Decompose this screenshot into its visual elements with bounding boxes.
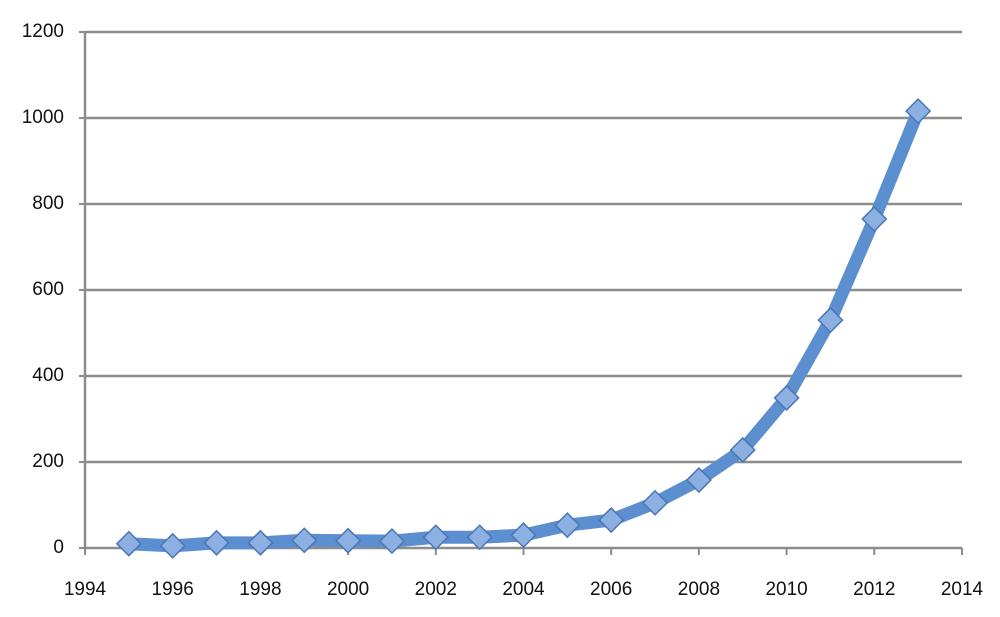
x-tick-label: 2004 <box>502 579 545 600</box>
data-point <box>861 205 888 233</box>
data-point <box>291 527 318 554</box>
data-point <box>554 512 581 539</box>
data-point <box>729 436 756 464</box>
data-point <box>422 524 449 551</box>
data-point <box>773 384 800 411</box>
x-tick-label: 2012 <box>853 579 895 600</box>
data-point <box>685 466 712 494</box>
x-tick-label: 1998 <box>239 579 281 600</box>
y-tick-label: 600 <box>32 279 64 300</box>
y-tick-label: 1000 <box>22 107 64 128</box>
data-point <box>247 529 274 556</box>
x-tick-label: 2010 <box>765 579 807 600</box>
data-point <box>466 524 493 551</box>
x-tick-label: 1994 <box>64 579 107 600</box>
x-tick-label: 2000 <box>327 579 369 600</box>
data-point <box>159 532 186 559</box>
data-point <box>905 98 932 125</box>
x-tick-label: 2002 <box>415 579 457 600</box>
data-point <box>335 527 362 554</box>
x-tick-label: 2008 <box>678 579 720 600</box>
y-tick-label: 800 <box>32 193 64 214</box>
y-tick-label: 400 <box>32 365 64 386</box>
y-tick-label: 0 <box>53 537 64 558</box>
data-point <box>378 528 406 555</box>
x-tick-label: 2014 <box>941 579 984 600</box>
data-point <box>598 506 625 534</box>
y-tick-label: 200 <box>32 451 64 472</box>
y-tick-label: 1200 <box>22 21 64 42</box>
series-line <box>128 108 925 553</box>
data-point <box>510 522 537 549</box>
data-point <box>641 489 669 516</box>
x-tick-label: 2006 <box>590 579 632 600</box>
data-point <box>817 307 844 334</box>
data-point <box>115 530 142 557</box>
data-point <box>203 529 230 556</box>
x-tick-label: 1996 <box>152 579 194 600</box>
